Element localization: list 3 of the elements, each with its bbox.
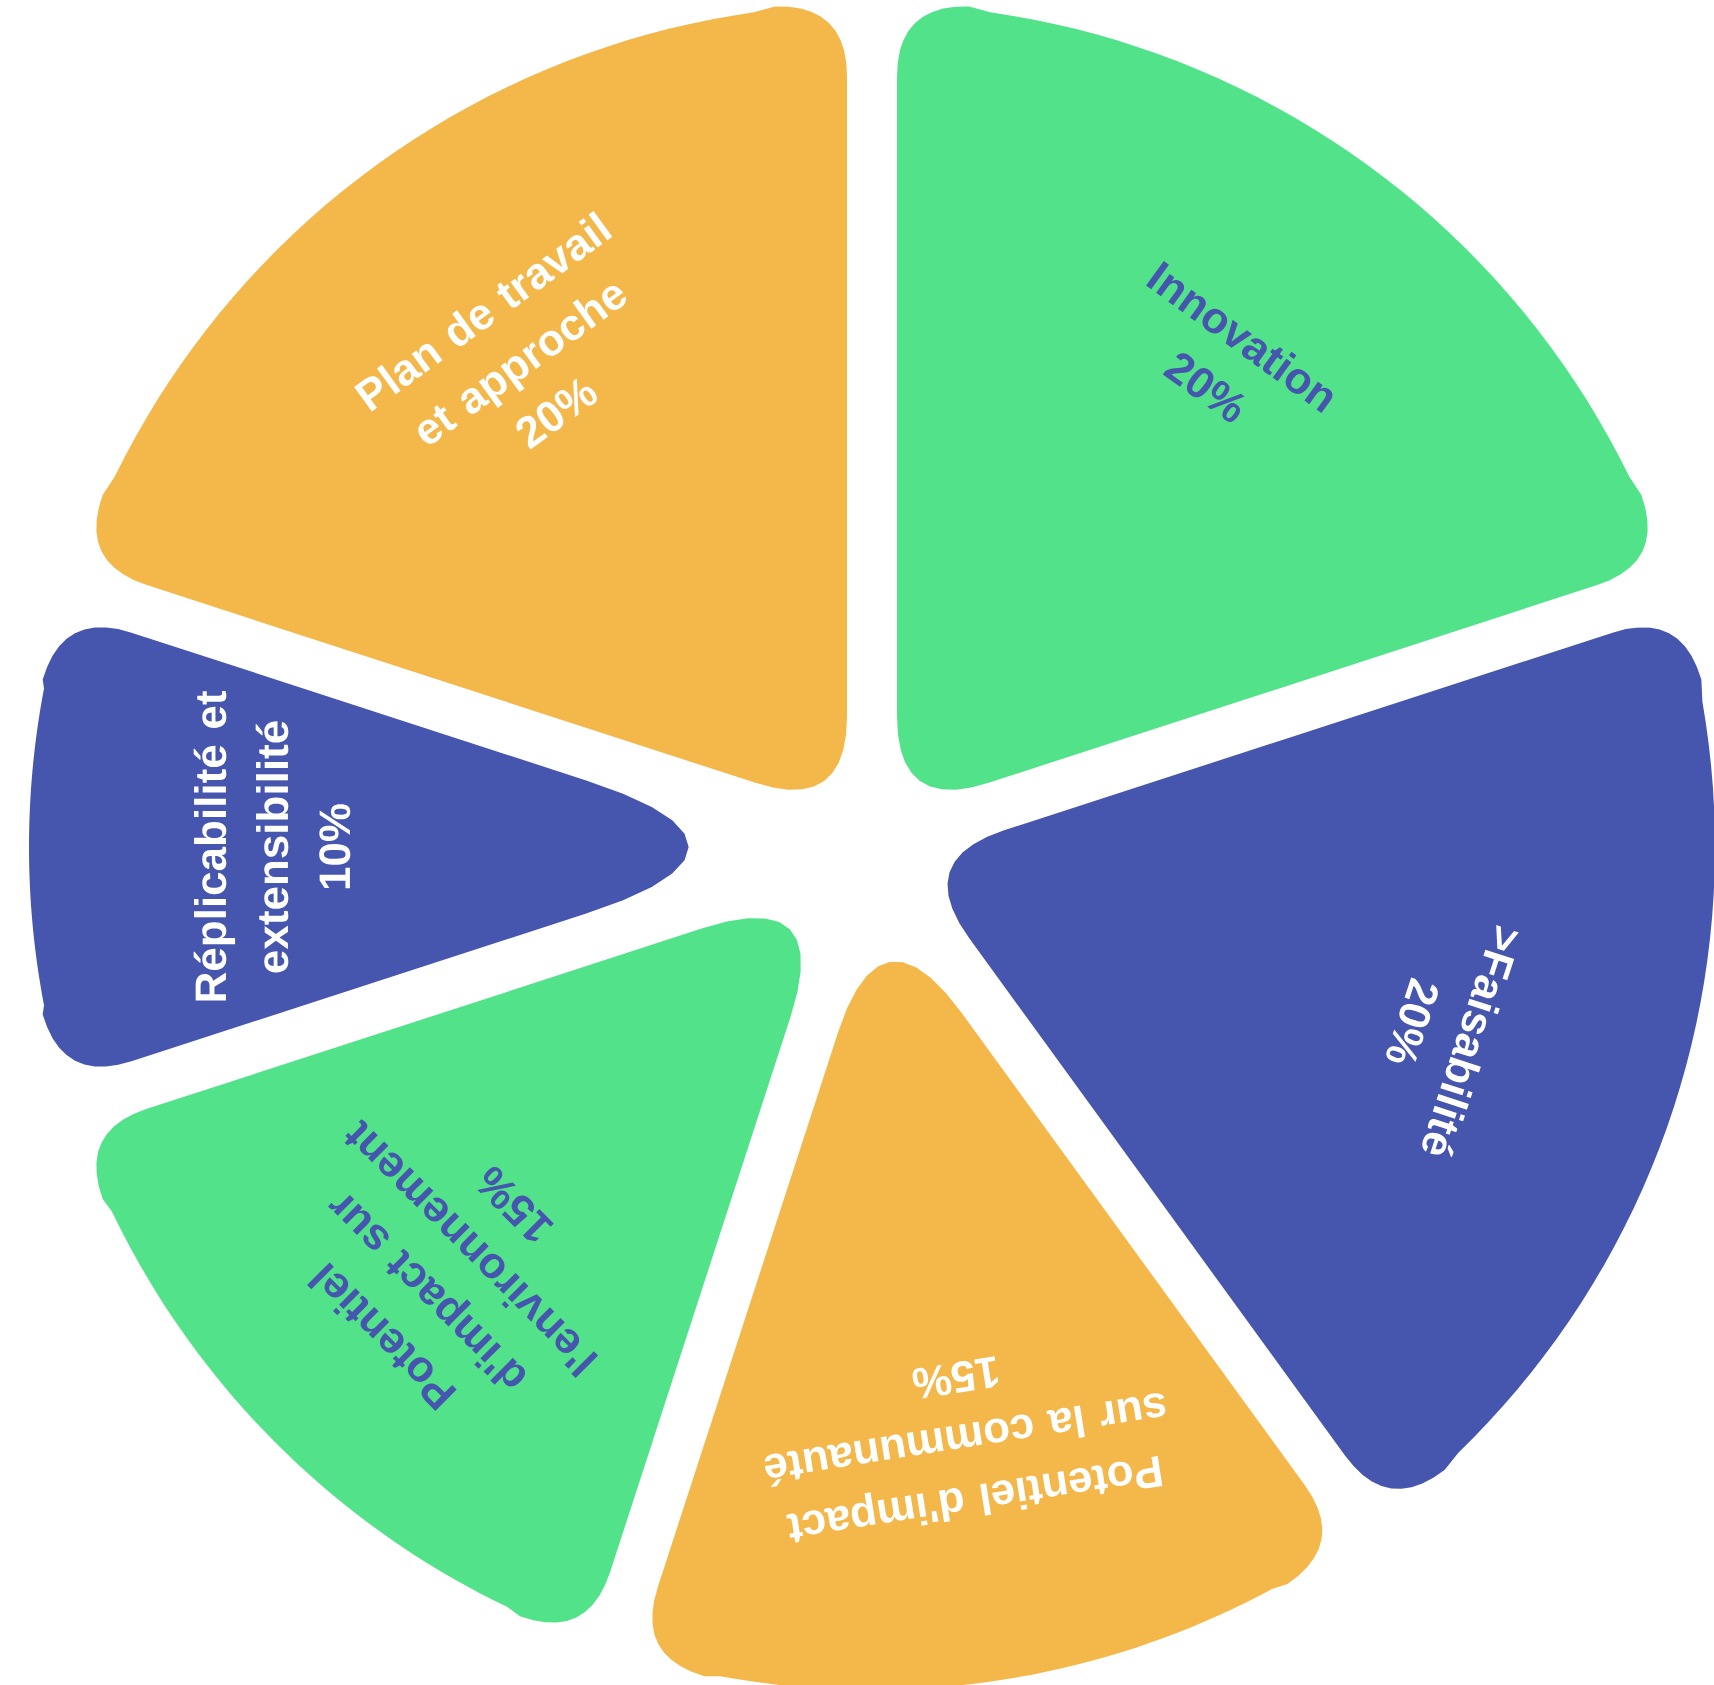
- slice-label: Réplicabilité et extensibilité: [193, 691, 289, 1001]
- data-label: 15%: [912, 1356, 999, 1399]
- data-label: 10%: [319, 804, 351, 889]
